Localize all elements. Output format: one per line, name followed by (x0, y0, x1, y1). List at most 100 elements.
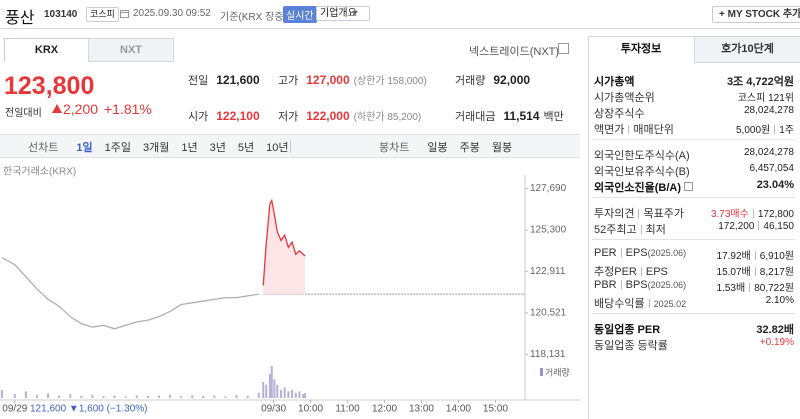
info-label: 외국인보유주식수(B) (594, 163, 690, 179)
volume-bar (246, 395, 249, 398)
summary-note: (하한가 85,200) (353, 112, 422, 123)
period-item[interactable]: 3년 (209, 142, 226, 154)
info-label: 동일업종 PER (594, 321, 660, 337)
info-value-sub: 80,722원 (754, 283, 794, 294)
volume-legend-icon (540, 368, 543, 376)
candle-periods: 봉차트 일봉 주봉 월봉 (379, 139, 512, 155)
help-icon[interactable] (558, 43, 569, 54)
volume-bar (262, 382, 265, 398)
separator (758, 221, 760, 230)
volume-bar (283, 387, 286, 398)
summary-cell: 시가 122,100 (188, 108, 260, 124)
info-value-text: 15.07배 (716, 267, 751, 278)
volume-bar (80, 395, 83, 398)
info-value: 2.10% (766, 295, 794, 306)
nextrade-link[interactable]: 넥스트레이드(NXT) (469, 46, 560, 58)
y-tick-label: 122,911 (530, 266, 566, 277)
x-tick-label: 15:00 (483, 404, 508, 415)
info-label-text: 시가총액 (594, 76, 635, 88)
market-badge: 코스피 (86, 7, 119, 22)
info-label-text: 투자의견 (594, 208, 635, 220)
stock-code: 103140 (44, 9, 78, 20)
summary-label: 고가 (278, 75, 299, 87)
summary-value: 127,000 (306, 73, 350, 87)
info-value: 6,457,054 (750, 163, 795, 174)
x-tick-label: 10:00 (298, 404, 323, 415)
period-item[interactable]: 1년 (181, 142, 198, 154)
info-label: 시가총액 (594, 73, 634, 89)
period-item[interactable]: 1일 (76, 142, 93, 154)
volume-bar (302, 394, 305, 398)
period-label: 봉차트 (379, 142, 410, 154)
period-item[interactable]: 주봉 (459, 142, 480, 154)
info-label: 외국인한도주식수(A) (594, 147, 690, 163)
info-value: 3조 4,722억원 (727, 73, 794, 89)
volume-bar (268, 374, 271, 398)
separator (749, 283, 751, 292)
info-value: 3.73매수 172,800 (711, 205, 794, 220)
summary-value: 121,600 (216, 73, 260, 87)
separator (638, 209, 640, 218)
info-label-text: 외국인보유주식수(B) (594, 166, 690, 178)
summary-label: 거래대금 (455, 111, 496, 123)
summary-label: 시가 (188, 111, 209, 123)
x-tick-label: 11:00 (335, 404, 360, 415)
price-area (263, 200, 306, 295)
section-divider (592, 139, 795, 140)
info-label: PBR BPS(2025.06) (594, 279, 686, 291)
period-item[interactable]: 5년 (237, 142, 255, 154)
summary-value: 11,514 (503, 109, 540, 123)
tab-nxt[interactable]: NXT (88, 38, 174, 62)
period-item[interactable]: 3개월 (142, 142, 170, 154)
x-tick-label: 13:00 (409, 404, 434, 415)
volume-bar (24, 391, 27, 398)
period-item[interactable]: 10년 (266, 142, 289, 154)
x-tick-label: 09/30 (261, 404, 286, 415)
stock-name: 풍산 (5, 10, 35, 27)
volume-bar (0, 390, 3, 398)
info-value-text: 3조 4,722억원 (726, 76, 794, 88)
volume-bar (180, 396, 183, 398)
change-rate: +1.81% (104, 101, 152, 117)
info-value-text: 172,200 (718, 221, 755, 232)
info-label-text: 동일업종 등락률 (594, 340, 668, 352)
volume-bar (146, 395, 149, 398)
info-tab[interactable]: 호가10단계 (694, 37, 800, 63)
info-value: 28,024,278 (744, 147, 794, 158)
volume-bar (47, 393, 50, 398)
info-label-text: 상장주식수 (594, 108, 645, 120)
overview-button[interactable]: 기업개요 (316, 6, 370, 21)
chart: 한국거래소(KRX) 거래량 121,600 ▼1,600 (−1.30%) 1… (0, 166, 580, 415)
info-label-sub: 최저 (645, 224, 666, 236)
info-tab[interactable]: 투자정보 (589, 37, 693, 62)
period-item[interactable]: 월봉 (491, 142, 513, 154)
datetime: 2025.09.30 09:52 (133, 8, 211, 19)
info-label-text: 액면가 (594, 124, 625, 136)
volume-bar (91, 395, 94, 398)
volume-bar (276, 384, 279, 398)
info-value: 17.92배 6,910원 (717, 247, 794, 262)
volume-bar (213, 395, 216, 398)
realtime-badge[interactable]: 실시간 (283, 6, 317, 23)
current-price: 123,800 (4, 72, 95, 100)
info-value: 1.53배 80,722원 (717, 279, 794, 294)
info-value-text: 2.10% (765, 295, 794, 306)
tab-krx[interactable]: KRX (4, 38, 89, 61)
period-item[interactable]: 일봉 (427, 142, 448, 154)
volume-bar (58, 395, 61, 398)
period-item[interactable]: 1주일 (104, 142, 131, 154)
price-line (1, 257, 259, 330)
mystock-button[interactable]: + MY STOCK 추가 (712, 6, 800, 23)
summary-value: 92,000 (493, 73, 531, 87)
summary-cell: 저가 122,000 (하한가 85,200) (278, 108, 421, 124)
info-value-text: 17.92배 (716, 251, 751, 262)
volume-label: 거래량 (545, 366, 570, 377)
volume-bar (270, 366, 273, 398)
volume-bar (102, 396, 105, 398)
info-label-text: 추정PER (594, 266, 637, 278)
period-bar (0, 134, 580, 158)
volume-bar (135, 395, 138, 398)
info-label-text: 외국인소진율(B/A) (594, 182, 681, 194)
separator (620, 280, 622, 289)
line-periods: 선차트 1일 1주일 3개월 1년 3년 5년 10년 (28, 139, 288, 155)
